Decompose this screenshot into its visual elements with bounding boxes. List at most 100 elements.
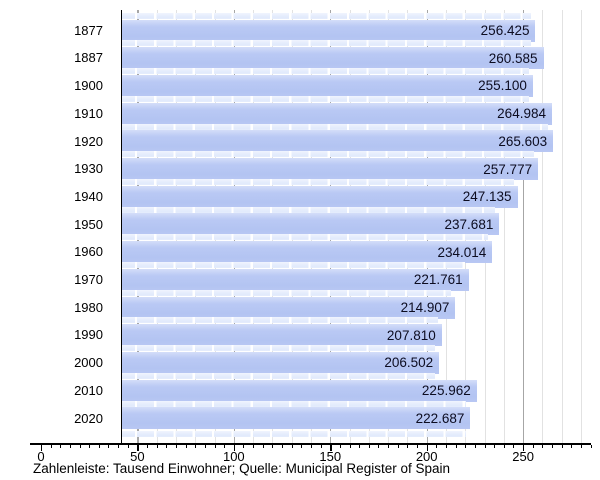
axis-tick-minor bbox=[79, 444, 81, 449]
year-label: 1980 bbox=[74, 299, 103, 315]
axis-tick-minor bbox=[378, 444, 380, 449]
value-label: 225.962 bbox=[421, 383, 471, 399]
value-label: 260.585 bbox=[488, 50, 538, 66]
axis-tick-minor bbox=[320, 444, 322, 449]
gridline-minor bbox=[561, 10, 563, 443]
axis-tick-minor bbox=[166, 444, 168, 449]
axis-tick-minor bbox=[474, 444, 476, 449]
year-label: 1990 bbox=[74, 327, 103, 343]
year-label: 1950 bbox=[74, 216, 103, 232]
axis-tick-label: 250 bbox=[512, 449, 534, 464]
axis-tick-minor bbox=[494, 444, 496, 449]
axis-tick-minor bbox=[571, 444, 573, 449]
axis-tick-minor bbox=[262, 444, 264, 449]
axis-tick-minor bbox=[445, 444, 447, 449]
axis-tick-minor bbox=[69, 444, 71, 449]
gap-stripe bbox=[122, 317, 438, 324]
axis-tick-minor bbox=[465, 444, 467, 449]
value-label: 237.681 bbox=[444, 216, 494, 232]
axis-tick-minor bbox=[291, 444, 293, 449]
value-label: 264.984 bbox=[497, 106, 546, 122]
value-label: 256.425 bbox=[480, 23, 530, 38]
gap-stripe bbox=[122, 234, 489, 241]
gap-stripe bbox=[122, 95, 529, 102]
axis-tick-minor bbox=[156, 444, 158, 449]
bar: 264.984 bbox=[122, 102, 552, 125]
axis-tick-minor bbox=[147, 444, 149, 449]
bar: 237.681 bbox=[122, 213, 500, 236]
gap-stripe bbox=[122, 178, 514, 185]
year-label: 2020 bbox=[74, 410, 103, 426]
year-label: 1887 bbox=[74, 50, 103, 66]
value-label: 222.687 bbox=[415, 410, 465, 426]
y-axis-line bbox=[120, 10, 123, 444]
axis-tick-major bbox=[426, 444, 429, 451]
bar: 221.761 bbox=[122, 268, 469, 291]
value-label: 257.777 bbox=[483, 161, 533, 177]
gridline-major bbox=[523, 10, 525, 443]
axis-tick-label: 50 bbox=[130, 449, 145, 464]
year-label: 1900 bbox=[74, 78, 103, 94]
bar: 260.585 bbox=[122, 47, 544, 70]
axis-tick-minor bbox=[89, 444, 91, 449]
axis-tick-minor bbox=[590, 444, 592, 449]
axis-tick-minor bbox=[503, 444, 505, 449]
bar: 234.014 bbox=[122, 241, 493, 264]
axis-tick-minor bbox=[542, 444, 544, 449]
chart-caption: Zahlenleiste: Tausend Einwohner; Quelle:… bbox=[33, 461, 450, 476]
gap-stripe bbox=[122, 206, 496, 213]
gridline-minor bbox=[503, 10, 505, 443]
year-label: 1920 bbox=[74, 133, 103, 149]
gap-stripe bbox=[122, 151, 535, 158]
gap-stripe bbox=[122, 430, 467, 437]
axis-tick-minor bbox=[50, 444, 52, 449]
axis-tick-minor bbox=[253, 444, 255, 449]
year-label: 1970 bbox=[74, 272, 103, 287]
bar: 214.907 bbox=[122, 296, 456, 319]
value-label: 206.502 bbox=[384, 355, 434, 371]
bar: 207.810 bbox=[122, 324, 442, 347]
value-label: 221.761 bbox=[413, 272, 463, 288]
x-axis-line bbox=[30, 443, 591, 445]
bar: 225.962 bbox=[122, 379, 477, 402]
gap-stripe bbox=[122, 262, 465, 268]
year-label: 1877 bbox=[74, 22, 103, 38]
year-label: 2000 bbox=[74, 355, 103, 371]
axis-tick-minor bbox=[60, 444, 62, 449]
axis-tick-minor bbox=[532, 444, 534, 449]
value-label: 265.603 bbox=[498, 133, 548, 149]
year-label: 1940 bbox=[74, 188, 103, 204]
axis-tick-minor bbox=[310, 444, 312, 449]
axis-tick-minor bbox=[214, 444, 216, 449]
axis-tick-minor bbox=[455, 444, 457, 449]
axis-tick-label: 200 bbox=[415, 449, 438, 464]
year-label: 1910 bbox=[74, 105, 103, 121]
axis-tick-minor bbox=[407, 444, 409, 449]
bar: 265.603 bbox=[122, 130, 554, 153]
axis-tick-minor bbox=[580, 444, 582, 449]
axis-tick-minor bbox=[98, 444, 100, 449]
year-label: 2010 bbox=[74, 382, 103, 398]
axis-tick-minor bbox=[272, 444, 274, 449]
gap-stripe bbox=[122, 123, 548, 130]
axis-tick-minor bbox=[118, 444, 120, 449]
axis-tick-minor bbox=[282, 444, 284, 449]
gap-stripe bbox=[122, 40, 532, 47]
axis-tick-minor bbox=[417, 444, 419, 449]
axis-tick-minor bbox=[561, 444, 563, 449]
value-label: 214.907 bbox=[400, 300, 450, 315]
axis-tick-minor bbox=[359, 444, 361, 449]
axis-tick-minor bbox=[339, 444, 341, 449]
axis-tick-major bbox=[330, 444, 332, 451]
axis-tick-minor bbox=[301, 444, 303, 449]
axis-tick-minor bbox=[224, 444, 226, 449]
year-label: 1930 bbox=[74, 161, 103, 177]
gap-stripe bbox=[122, 400, 467, 407]
axis-tick-major bbox=[41, 444, 43, 451]
gridline-minor bbox=[580, 10, 582, 443]
axis-tick-minor bbox=[175, 444, 177, 449]
gap-stripe bbox=[122, 345, 436, 352]
axis-tick-minor bbox=[513, 444, 515, 449]
year-label: 1960 bbox=[74, 244, 103, 260]
